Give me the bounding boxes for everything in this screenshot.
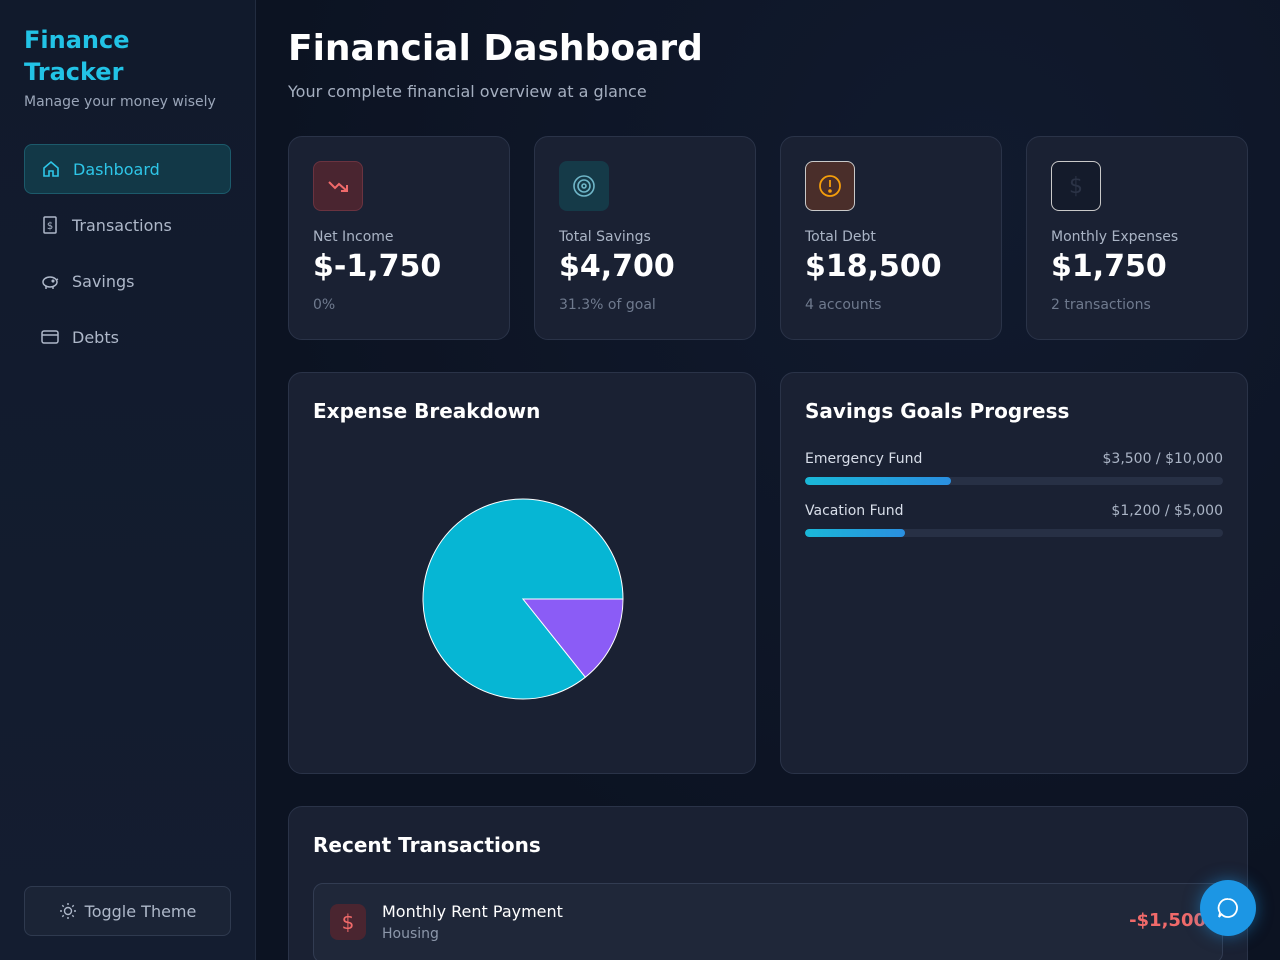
svg-text:$: $ xyxy=(47,221,53,232)
stat-label: Monthly Expenses xyxy=(1051,229,1179,245)
goal-item-emergency-fund: Emergency Fund $3,500 / $10,000 xyxy=(805,451,1223,491)
stat-note: 0% xyxy=(313,297,336,313)
stat-value: $1,750 xyxy=(1051,249,1167,284)
credit-card-icon xyxy=(40,327,60,347)
expense-breakdown-panel: Expense Breakdown xyxy=(288,372,756,774)
target-icon xyxy=(559,161,609,211)
savings-goals-panel: Savings Goals Progress Emergency Fund $3… xyxy=(780,372,1248,774)
sun-icon xyxy=(59,902,77,920)
sidebar: Finance Tracker Manage your money wisely… xyxy=(0,0,256,960)
receipt-icon: $ xyxy=(40,215,60,235)
goal-name: Emergency Fund xyxy=(805,451,923,467)
chat-button[interactable] xyxy=(1200,880,1256,936)
toggle-theme-label: Toggle Theme xyxy=(84,901,197,921)
goal-amount: $3,500 / $10,000 xyxy=(1102,451,1224,467)
stat-card-monthly-expenses: $ Monthly Expenses $1,750 2 transactions xyxy=(1026,136,1248,340)
panel-title: Savings Goals Progress xyxy=(805,399,1070,423)
stat-value: $18,500 xyxy=(805,249,942,284)
pie-slice-1[interactable] xyxy=(521,598,624,678)
stat-note: 2 transactions xyxy=(1051,297,1151,313)
stat-card-net-income: Net Income $-1,750 0% xyxy=(288,136,510,340)
trending-down-icon xyxy=(313,161,363,211)
goal-item-vacation-fund: Vacation Fund $1,200 / $5,000 xyxy=(805,503,1223,543)
brand-subtitle: Manage your money wisely xyxy=(24,94,216,110)
piggy-bank-icon xyxy=(40,271,60,291)
brand-title: Finance Tracker xyxy=(24,26,130,86)
goal-progress-fill xyxy=(805,529,906,537)
goal-progress-track xyxy=(805,477,1223,485)
goal-progress-track xyxy=(805,529,1223,537)
recent-transactions-panel: Recent Transactions $ Monthly Rent Payme… xyxy=(288,806,1248,960)
stat-note: 4 accounts xyxy=(805,297,882,313)
toggle-theme-button[interactable]: Toggle Theme xyxy=(24,886,231,936)
stat-value: $4,700 xyxy=(559,249,675,284)
sidebar-item-transactions[interactable]: $ Transactions xyxy=(24,200,231,250)
transaction-category: Housing xyxy=(382,926,439,942)
page-title: Financial Dashboard xyxy=(288,28,703,69)
transaction-amount: -$1,500 xyxy=(1129,910,1206,931)
page-subtitle: Your complete financial overview at a gl… xyxy=(288,82,647,101)
goal-progress-fill xyxy=(805,477,952,485)
alert-circle-icon xyxy=(805,161,855,211)
dollar-icon: $ xyxy=(1051,161,1101,211)
sidebar-item-dashboard[interactable]: Dashboard xyxy=(24,144,231,194)
sidebar-item-debts[interactable]: Debts xyxy=(24,312,231,362)
home-icon xyxy=(41,159,61,179)
transaction-row[interactable]: $ Monthly Rent Payment Housing -$1,500 xyxy=(313,883,1223,960)
sidebar-item-label: Savings xyxy=(72,271,135,291)
main-content: Financial Dashboard Your complete financ… xyxy=(256,0,1280,960)
goal-name: Vacation Fund xyxy=(805,503,904,519)
stat-note: 31.3% of goal xyxy=(559,297,656,313)
transaction-name: Monthly Rent Payment xyxy=(382,902,563,921)
dollar-icon: $ xyxy=(330,904,366,940)
stat-label: Net Income xyxy=(313,229,394,245)
sidebar-item-label: Dashboard xyxy=(73,159,160,179)
stat-label: Total Debt xyxy=(805,229,876,245)
stat-label: Total Savings xyxy=(559,229,651,245)
expense-pie-chart xyxy=(422,498,624,700)
sidebar-item-savings[interactable]: Savings xyxy=(24,256,231,306)
stat-card-total-savings: Total Savings $4,700 31.3% of goal xyxy=(534,136,756,340)
stat-value: $-1,750 xyxy=(313,249,442,284)
panel-title: Expense Breakdown xyxy=(313,399,541,423)
sidebar-item-label: Debts xyxy=(72,327,119,347)
stat-card-total-debt: Total Debt $18,500 4 accounts xyxy=(780,136,1002,340)
sidebar-item-label: Transactions xyxy=(72,215,172,235)
panel-title: Recent Transactions xyxy=(313,833,541,857)
chat-bubble-icon xyxy=(1216,896,1240,920)
goal-amount: $1,200 / $5,000 xyxy=(1111,503,1223,519)
